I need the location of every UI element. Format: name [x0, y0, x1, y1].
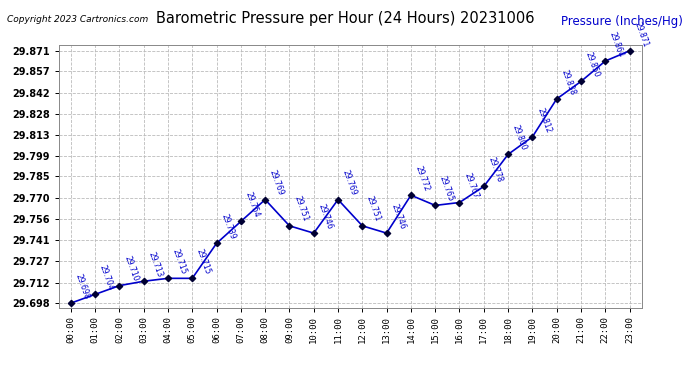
Point: [575, 78, 586, 84]
Text: 29.765: 29.765: [438, 174, 455, 202]
Text: 29.838: 29.838: [560, 68, 577, 96]
Point: [259, 196, 270, 202]
Point: [333, 196, 344, 202]
Point: [527, 134, 538, 140]
Point: [381, 230, 392, 236]
Text: 29.778: 29.778: [486, 156, 504, 184]
Text: Copyright 2023 Cartronics.com: Copyright 2023 Cartronics.com: [7, 15, 148, 24]
Text: 29.800: 29.800: [511, 124, 529, 152]
Text: 29.769: 29.769: [268, 169, 286, 197]
Point: [502, 152, 513, 157]
Text: 29.715: 29.715: [195, 248, 213, 276]
Point: [284, 223, 295, 229]
Point: [478, 183, 489, 189]
Text: 29.751: 29.751: [365, 195, 383, 223]
Point: [235, 219, 246, 225]
Text: 29.713: 29.713: [146, 251, 164, 279]
Text: 29.812: 29.812: [535, 106, 553, 134]
Point: [454, 200, 465, 206]
Text: 29.710: 29.710: [122, 255, 139, 283]
Point: [624, 48, 635, 54]
Point: [187, 275, 198, 281]
Point: [162, 275, 173, 281]
Point: [406, 192, 417, 198]
Text: 29.767: 29.767: [462, 172, 480, 200]
Text: 29.739: 29.739: [219, 213, 237, 240]
Point: [308, 230, 319, 236]
Text: Barometric Pressure per Hour (24 Hours) 20231006: Barometric Pressure per Hour (24 Hours) …: [156, 11, 534, 26]
Text: 29.715: 29.715: [170, 248, 188, 276]
Point: [430, 202, 441, 208]
Text: 29.754: 29.754: [244, 190, 262, 219]
Text: 29.850: 29.850: [584, 51, 601, 79]
Text: 29.871: 29.871: [632, 20, 650, 48]
Point: [357, 223, 368, 229]
Text: 29.698: 29.698: [74, 272, 91, 300]
Text: 29.751: 29.751: [293, 195, 310, 223]
Text: 29.772: 29.772: [414, 165, 431, 192]
Point: [551, 96, 562, 102]
Text: 29.746: 29.746: [389, 202, 407, 230]
Text: 29.769: 29.769: [341, 169, 358, 197]
Point: [211, 240, 222, 246]
Point: [114, 283, 125, 289]
Text: 29.746: 29.746: [317, 202, 334, 230]
Point: [90, 291, 101, 297]
Text: 29.864: 29.864: [608, 30, 626, 58]
Text: 29.704: 29.704: [98, 264, 115, 292]
Point: [138, 278, 149, 284]
Point: [600, 58, 611, 64]
Point: [66, 300, 77, 306]
Text: Pressure (Inches/Hg): Pressure (Inches/Hg): [561, 15, 683, 28]
